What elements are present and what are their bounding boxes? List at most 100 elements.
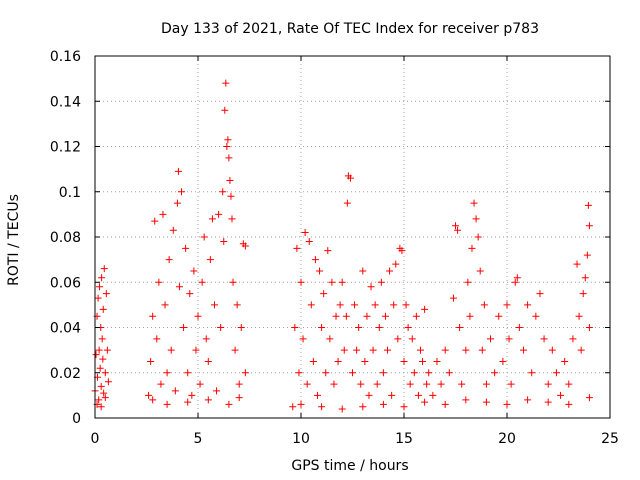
y-tick-label: 0.14 xyxy=(50,94,81,110)
data-point xyxy=(233,301,241,309)
y-tick-label: 0.08 xyxy=(50,230,81,246)
data-point xyxy=(92,351,100,359)
data-point xyxy=(491,369,499,377)
data-point xyxy=(235,380,243,388)
y-tick-label: 0 xyxy=(72,411,81,427)
data-point xyxy=(223,143,231,150)
data-point xyxy=(184,369,192,377)
data-point xyxy=(301,228,309,236)
data-point xyxy=(441,346,449,354)
data-point xyxy=(174,167,182,175)
data-point xyxy=(346,174,354,182)
data-point xyxy=(369,346,377,354)
data-point xyxy=(94,294,102,302)
data-point xyxy=(398,247,406,255)
data-point xyxy=(202,335,210,343)
data-point xyxy=(540,335,548,343)
data-point xyxy=(359,267,367,275)
data-point xyxy=(544,380,552,388)
data-point xyxy=(220,238,228,246)
x-tick-label: 25 xyxy=(601,431,619,447)
data-point xyxy=(171,387,179,395)
data-point xyxy=(441,400,449,408)
data-point xyxy=(353,346,361,354)
data-point xyxy=(188,391,196,399)
data-point xyxy=(421,305,429,313)
data-point xyxy=(536,290,544,298)
data-point xyxy=(175,283,183,291)
data-point xyxy=(342,312,350,320)
data-point xyxy=(454,226,462,234)
data-point xyxy=(392,260,400,268)
data-point xyxy=(495,312,503,320)
data-point xyxy=(421,398,429,406)
data-point xyxy=(361,357,369,365)
data-point xyxy=(449,294,457,302)
y-tick-label: 0.06 xyxy=(50,275,81,291)
data-point xyxy=(320,290,328,298)
data-point xyxy=(423,380,431,388)
data-point xyxy=(480,301,488,309)
data-point xyxy=(219,188,227,196)
x-tick-label: 5 xyxy=(194,431,203,447)
data-point xyxy=(394,335,402,343)
grid-lines xyxy=(95,56,610,418)
data-point xyxy=(311,256,319,264)
data-point xyxy=(190,267,198,275)
x-axis-tick-labels: 0 5 10 15 20 25 xyxy=(91,431,619,447)
data-point xyxy=(462,396,470,404)
data-point xyxy=(165,256,173,264)
data-point xyxy=(97,382,105,390)
data-point xyxy=(577,346,585,354)
data-point xyxy=(569,335,577,343)
data-point xyxy=(192,346,200,354)
data-point xyxy=(309,357,317,365)
data-point xyxy=(297,278,305,286)
data-point xyxy=(476,267,484,275)
data-point xyxy=(217,324,225,331)
data-point xyxy=(184,398,192,406)
y-tick-label: 0.12 xyxy=(50,140,81,156)
data-point xyxy=(528,369,536,377)
data-point xyxy=(167,346,175,354)
data-point xyxy=(231,346,239,354)
data-point xyxy=(196,380,204,388)
data-point xyxy=(328,278,336,286)
data-point xyxy=(419,357,427,365)
data-point xyxy=(511,278,519,286)
x-axis-label: GPS time / hours xyxy=(291,458,408,474)
data-point xyxy=(204,357,212,365)
axis-ticks xyxy=(94,55,611,419)
data-point xyxy=(386,267,394,275)
data-point xyxy=(478,346,486,354)
data-point xyxy=(416,346,424,354)
data-point xyxy=(101,394,109,402)
data-point xyxy=(515,324,523,331)
data-point xyxy=(97,403,105,411)
data-point xyxy=(384,346,392,354)
data-point xyxy=(357,380,365,388)
data-point xyxy=(585,394,593,402)
data-point xyxy=(340,346,348,354)
data-point xyxy=(324,247,332,255)
data-point xyxy=(182,244,190,252)
data-point xyxy=(474,233,482,241)
data-point xyxy=(241,369,249,377)
data-point xyxy=(585,222,593,230)
data-point xyxy=(169,226,177,234)
data-point xyxy=(161,301,169,309)
data-point xyxy=(153,335,161,343)
data-point xyxy=(215,210,223,218)
data-point xyxy=(151,217,159,225)
data-point xyxy=(433,357,441,365)
y-axis-tick-labels: 0 0.02 0.04 0.06 0.08 0.1 0.12 0.14 0.16 xyxy=(50,49,81,427)
data-point xyxy=(225,400,233,408)
data-point xyxy=(297,400,305,408)
data-point xyxy=(552,369,560,377)
data-point xyxy=(445,369,453,377)
data-point xyxy=(96,283,104,291)
y-tick-label: 0.04 xyxy=(50,321,81,337)
data-point xyxy=(313,391,321,399)
data-point xyxy=(95,396,103,404)
